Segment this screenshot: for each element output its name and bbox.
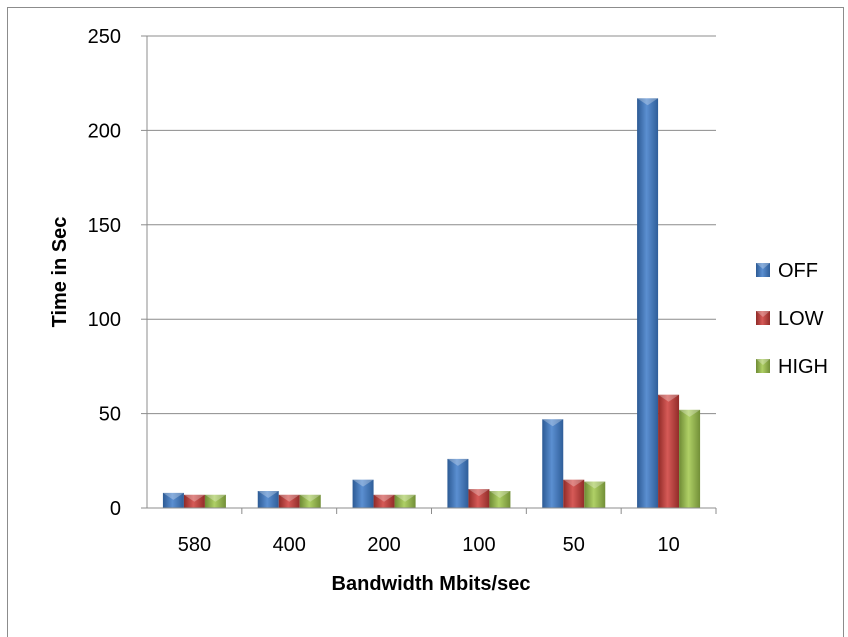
y-tick-label: 150 [88, 215, 121, 237]
y-tick-label: 0 [110, 498, 121, 520]
legend-swatch-highlight [756, 359, 770, 365]
bar-cap-highlight [183, 494, 205, 502]
bar-high-100 [489, 491, 511, 508]
bar-off-200 [352, 479, 374, 508]
y-tick-label: 100 [88, 309, 121, 331]
y-axis-label: Time in Sec [49, 217, 71, 328]
bar-high-10 [679, 409, 701, 508]
bars [162, 98, 701, 508]
bar-off-400 [257, 491, 279, 508]
bar-high-580 [204, 494, 226, 508]
x-axis-label: Bandwidth Mbits/sec [332, 573, 531, 595]
bar-cap-highlight [373, 494, 395, 502]
bar-cap-highlight [162, 492, 184, 500]
legend-swatch-low [756, 311, 770, 325]
bar-high-50 [584, 481, 606, 508]
x-tick-label: 50 [563, 534, 585, 556]
legend-label-high: HIGH [778, 356, 828, 378]
x-tick-label: 400 [273, 534, 306, 556]
x-axis-tick-labels: 580 400 200 100 50 10 [178, 508, 717, 556]
bar-cap-highlight [584, 481, 606, 489]
y-tick-label: 250 [88, 26, 121, 48]
bar-high-400 [299, 494, 321, 508]
bar-cap-highlight [278, 494, 300, 502]
bar-cap-highlight [637, 98, 659, 106]
legend: OFF LOW HIGH [756, 260, 828, 378]
y-tick-label: 200 [88, 120, 121, 142]
bar-off-580 [162, 492, 184, 508]
bar-cap-highlight [563, 479, 585, 487]
legend-swatch-highlight [756, 263, 770, 269]
bar-low-200 [373, 494, 395, 508]
bar-cap-highlight [468, 489, 490, 497]
bar-cap-highlight [447, 458, 469, 466]
y-tick-label: 50 [99, 404, 121, 426]
bar-cap-highlight [489, 491, 511, 499]
x-tick-label: 200 [367, 534, 400, 556]
legend-swatch-high [756, 359, 770, 373]
bar-low-100 [468, 489, 490, 508]
legend-swatch-off [756, 263, 770, 277]
bar-cap-highlight [257, 491, 279, 499]
x-tick-label: 10 [657, 534, 679, 556]
x-tick-label: 580 [178, 534, 211, 556]
bar-cap-highlight [394, 494, 416, 502]
y-axis-tick-labels: 0 50 100 150 200 250 [88, 26, 121, 520]
bar-cap-highlight [299, 494, 321, 502]
legend-swatch-highlight [756, 311, 770, 317]
legend-label-off: OFF [778, 260, 818, 282]
bar-low-400 [278, 494, 300, 508]
bar-low-50 [563, 479, 585, 508]
bar-cap-highlight [658, 394, 680, 402]
bar-cap-highlight [679, 409, 701, 417]
bar-high-200 [394, 494, 416, 508]
x-tick-label: 100 [462, 534, 495, 556]
legend-label-low: LOW [778, 308, 824, 330]
bar-off-100 [447, 458, 469, 508]
bar-cap-highlight [352, 479, 374, 487]
bar-off-10 [637, 98, 659, 508]
bar-off-50 [542, 419, 564, 508]
bar-low-580 [183, 494, 205, 508]
chart-frame [7, 7, 844, 637]
bar-low-10 [658, 394, 680, 508]
gridlines [141, 35, 716, 509]
bar-cap-highlight [542, 419, 564, 427]
bar-cap-highlight [204, 494, 226, 502]
